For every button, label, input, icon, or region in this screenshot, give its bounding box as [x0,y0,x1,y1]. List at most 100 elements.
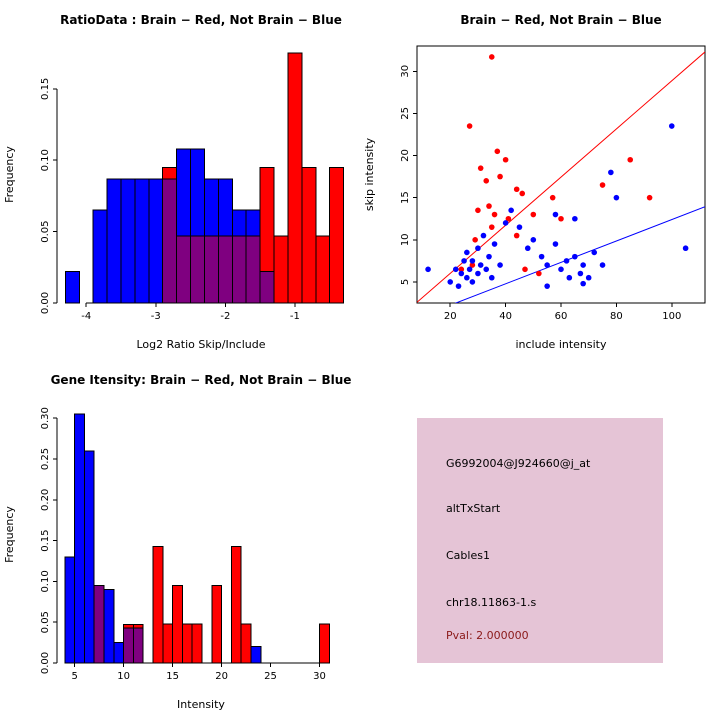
hist-bar-overlap [132,627,144,664]
scatter-point-brain-red [483,178,490,184]
hist-bar-overlap [259,271,275,304]
hist-bar-not-brain-blue [250,646,262,664]
scatter-point-brain-red [472,237,478,243]
hist-bar-brain-red [273,235,289,304]
panel-gene-intensity-histogram: Gene Itensity: Brain − Red, Not Brain − … [0,360,360,720]
x-tick-label: 15 [166,671,179,682]
x-tick-label: 60 [555,311,568,322]
scatter-point-brain-red [536,270,542,277]
scatter-point-not-brain-blue [572,215,578,222]
hist-bar-overlap [231,235,247,304]
x-tick-label: -3 [151,311,161,322]
scatter-point-not-brain-blue [508,207,514,214]
scatter-point-brain-red [558,215,564,222]
hist-bar-not-brain-blue [106,178,122,304]
hist-bar-not-brain-blue [148,178,164,304]
gene-info-box: G6992004@J924660@j_at altTxStart Cables1… [417,418,663,663]
y-tick-label: 0.05 [40,220,51,242]
scatter-point-brain-red [486,203,492,209]
scatter-point-not-brain-blue [475,270,481,277]
chart-title: Gene Itensity: Brain − Red, Not Brain − … [51,373,352,387]
pvalue-text: Pval: 2.000000 [446,629,529,642]
scatter-point-not-brain-blue [475,245,481,252]
scatter-point-brain-red [458,266,465,273]
x-tick-label: 20 [444,311,457,322]
panel-intensity-scatter: Brain − Red, Not Brain − Blue include int… [360,0,720,360]
y-tick-label: 0.00 [40,292,51,314]
intensity-scatter-chart: Brain − Red, Not Brain − Blue include int… [363,13,706,351]
x-tick-label: 80 [610,311,623,322]
x-tick-label: 20 [215,671,228,682]
plot-frame [416,45,706,304]
scatter-point-not-brain-blue [486,253,492,260]
x-tick-label: 100 [662,311,681,322]
hist-bar-not-brain-blue [134,178,150,304]
x-tick-label: -1 [290,311,300,322]
location-text: chr18.11863-1.s [446,596,537,609]
hist-bar-brain-red [191,623,203,664]
x-tick-label: 25 [264,671,277,682]
x-axis-label: Log2 Ratio Skip/Include [136,338,265,351]
scatter-point-brain-red [549,194,556,201]
hist-bar-not-brain-blue [74,413,85,664]
scatter-point-brain-red [519,190,526,197]
hist-bar-not-brain-blue [64,556,76,664]
y-tick-label: 25 [400,107,411,120]
scatter-point-not-brain-blue [477,262,484,268]
scatter-point-not-brain-blue [497,262,503,268]
y-tick-label: 30 [400,65,411,78]
hist-bar-brain-red [211,584,223,664]
hist-bar-not-brain-blue [120,178,136,304]
hist-bar-overlap [176,235,192,304]
scatter-point-not-brain-blue [491,241,498,247]
hist-bar-brain-red [287,52,303,304]
scatter-point-brain-red [646,194,653,201]
scatter-point-brain-red [491,211,498,218]
scatter-point-brain-red [502,156,509,163]
scatter-point-not-brain-blue [452,266,459,273]
hist-bar-brain-red [319,623,330,664]
scatter-point-not-brain-blue [580,280,586,287]
event-type-text: altTxStart [446,502,501,515]
hist-bar-overlap [245,235,261,304]
scatter-point-not-brain-blue [502,220,509,226]
hist-bar-brain-red [315,235,331,304]
scatter-point-not-brain-blue [544,262,550,268]
x-tick-label: 30 [313,671,326,682]
scatter-point-brain-red [513,186,520,193]
scatter-point-not-brain-blue [608,169,614,176]
gene-intensity-histogram-chart: Gene Itensity: Brain − Red, Not Brain − … [3,373,352,711]
chart-title: Brain − Red, Not Brain − Blue [460,13,661,27]
scatter-point-brain-red [477,165,484,171]
y-tick-label: 0.15 [40,529,51,551]
scatter-point-not-brain-blue [558,266,564,273]
hist-bar-overlap [217,235,233,304]
scatter-point-not-brain-blue [544,283,550,289]
y-tick-label: 0.25 [40,448,51,470]
hist-bar-not-brain-blue [64,271,80,304]
y-tick-label: 15 [400,191,411,204]
hist-bar-brain-red [240,623,252,664]
scatter-point-brain-red [466,123,473,129]
scatter-point-not-brain-blue [464,274,470,281]
scatter-point-not-brain-blue [566,274,573,281]
scatter-point-brain-red [497,173,503,180]
scatter-point-not-brain-blue [572,253,578,260]
panel-ratio-histogram: RatioData : Brain − Red, Not Brain − Blu… [0,0,360,360]
scatter-point-brain-red [488,54,495,60]
hist-bar-overlap [123,627,134,664]
scatter-point-not-brain-blue [530,237,537,243]
hist-bar-brain-red [329,166,345,304]
scatter-point-not-brain-blue [480,232,487,239]
y-tick-label: 5 [400,279,411,285]
hist-bar-not-brain-blue [83,450,95,664]
x-tick-label: -4 [81,311,91,322]
y-tick-label: 10 [400,233,411,246]
chart-title: RatioData : Brain − Red, Not Brain − Blu… [60,13,342,27]
y-tick-label: 0.10 [40,149,51,171]
hist-bar-brain-red [230,545,242,664]
scatter-point-not-brain-blue [599,262,606,268]
scatter-point-not-brain-blue [580,262,586,268]
x-axis-label: Intensity [177,698,225,711]
scatter-point-not-brain-blue [516,224,523,230]
